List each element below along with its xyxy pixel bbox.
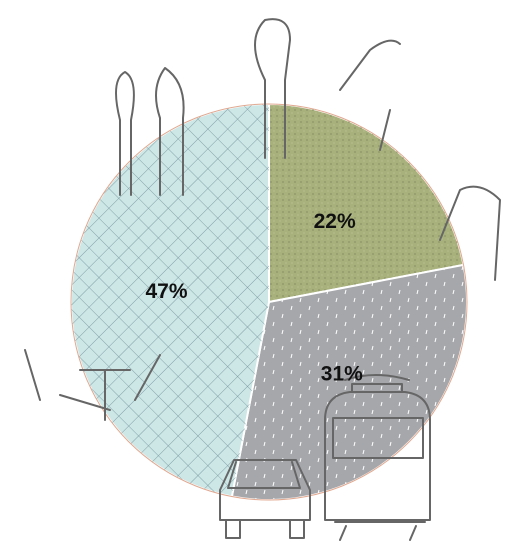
pie <box>70 102 468 501</box>
slice-label: 31% <box>321 362 363 385</box>
people-outline <box>24 18 501 421</box>
pie-rim <box>70 103 468 501</box>
slice-label: 22% <box>314 210 356 233</box>
slice-texture <box>269 104 464 302</box>
slice-label: 47% <box>145 280 187 303</box>
slice-texture <box>71 104 269 497</box>
tram-outline <box>324 374 431 541</box>
car-outline <box>219 459 311 539</box>
slice-texture <box>231 264 467 500</box>
illustrations <box>24 18 501 541</box>
